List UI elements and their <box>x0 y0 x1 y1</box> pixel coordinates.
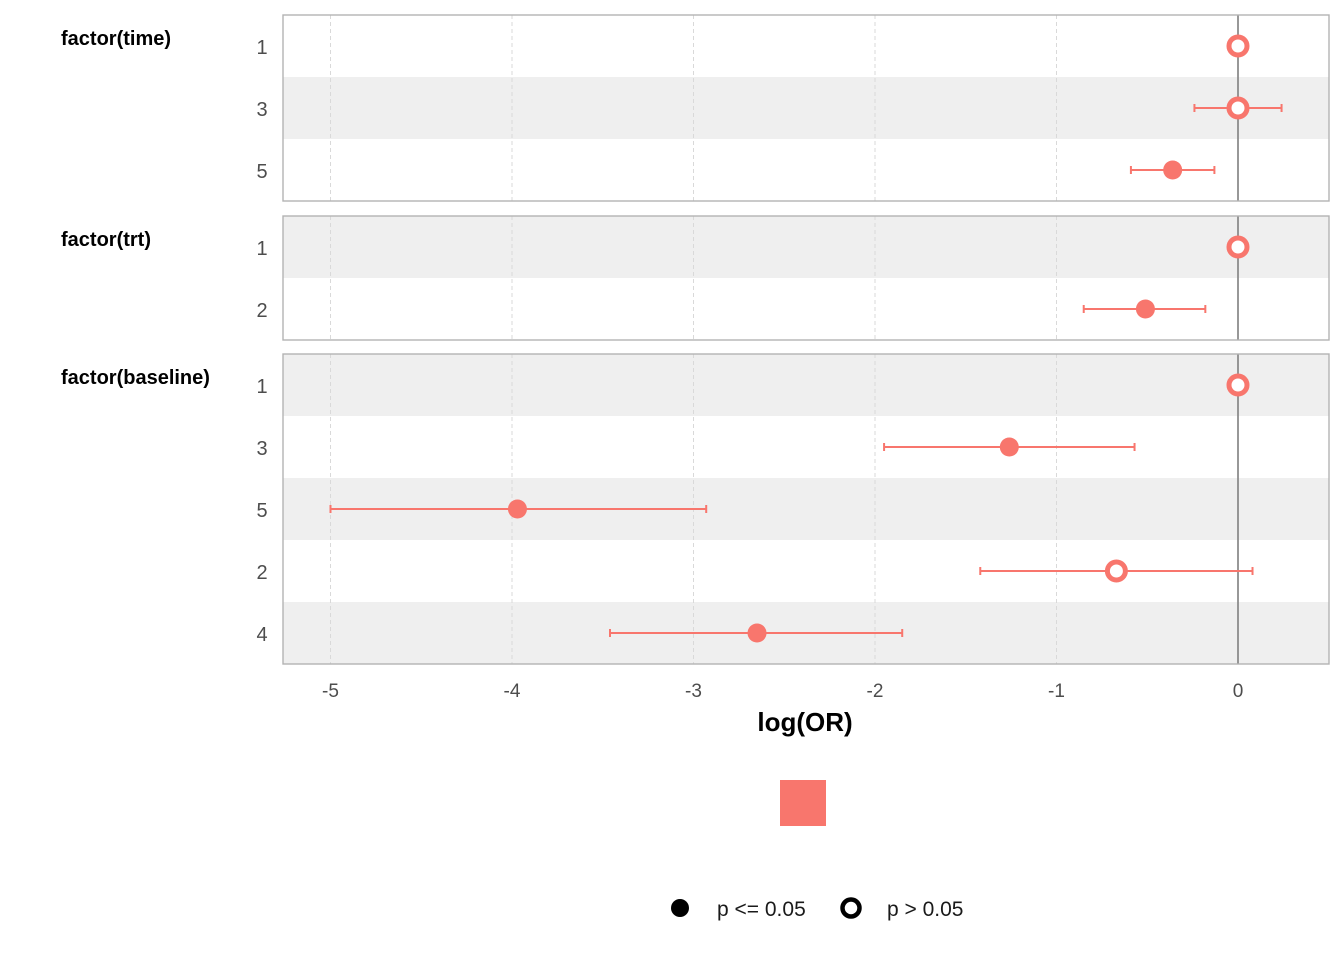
level-label: 3 <box>256 99 267 121</box>
x-tick-label: -1 <box>1048 681 1065 702</box>
level-label: 3 <box>256 438 267 460</box>
estimate-point-filled <box>1135 299 1155 319</box>
estimate-point-filled <box>747 623 767 643</box>
level-label: 2 <box>256 562 267 584</box>
estimate-point-open <box>1104 559 1128 583</box>
x-axis-title: log(OR) <box>757 707 852 737</box>
estimate-point-filled <box>1163 160 1183 180</box>
estimate-point-open <box>1226 235 1250 259</box>
legend-open-circle-icon <box>840 897 862 919</box>
legend-filled-circle-icon <box>671 899 689 917</box>
row-stripe <box>283 216 1329 278</box>
legend-label-nonsignificant: p > 0.05 <box>887 898 963 921</box>
level-label: 1 <box>256 238 267 260</box>
x-tick-label: -2 <box>867 681 884 702</box>
estimate-point-open <box>1226 34 1250 58</box>
level-label: 1 <box>256 37 267 59</box>
x-tick-labels: -5 -4 -3 -2 -1 0 <box>322 681 1243 702</box>
level-label: 2 <box>256 300 267 322</box>
x-tick-label: -3 <box>685 681 702 702</box>
x-tick-label: -4 <box>504 681 521 702</box>
x-tick-label: 0 <box>1233 681 1244 702</box>
estimate-point-open <box>1226 96 1250 120</box>
x-tick-label: -5 <box>322 681 339 702</box>
group-label: factor(time) <box>61 28 171 50</box>
panel-border <box>282 215 1330 341</box>
legend: p <= 0.05 p > 0.05 <box>671 780 963 921</box>
level-label: 4 <box>256 624 267 646</box>
estimate-point-open <box>1226 373 1250 397</box>
level-label: 5 <box>256 500 267 522</box>
x-axis: -5 -4 -3 -2 -1 0 log(OR) <box>322 681 1243 737</box>
level-label: 1 <box>256 376 267 398</box>
panel-border <box>282 14 1330 202</box>
estimate-point-filled <box>999 437 1019 457</box>
estimate-point-filled <box>507 499 527 519</box>
row-stripe <box>283 354 1329 416</box>
legend-label-significant: p <= 0.05 <box>717 898 806 921</box>
point-estimates <box>507 34 1250 643</box>
legend-color-key <box>780 780 826 826</box>
level-label: 5 <box>256 161 267 183</box>
panel-border <box>282 353 1330 665</box>
group-label: factor(baseline) <box>61 367 210 389</box>
row-stripe <box>283 77 1329 139</box>
group-label: factor(trt) <box>61 229 151 251</box>
row-labels: factor(time) 1 3 5 factor(trt) 1 2 factor(basel… <box>61 28 268 646</box>
panel-borders <box>282 14 1330 665</box>
